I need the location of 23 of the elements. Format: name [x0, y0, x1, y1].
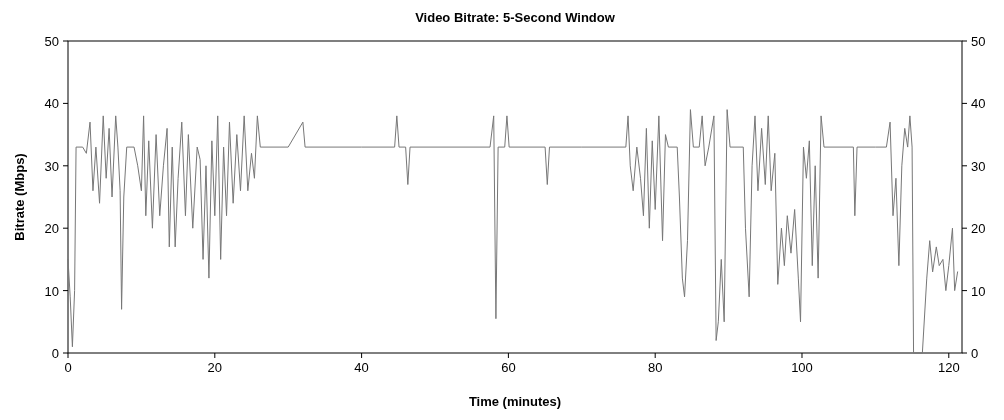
- x-tick-label: 80: [647, 360, 663, 375]
- y-tick-label: 50: [44, 34, 59, 49]
- y2-tick-label: 30: [971, 158, 986, 174]
- y-tick-label: 40: [44, 96, 59, 112]
- y2-tick-label: 20: [971, 221, 986, 237]
- y2-tick-label: 50: [971, 34, 986, 49]
- y2-tick-label: 40: [971, 96, 986, 112]
- x-tick-label: 120: [937, 360, 960, 375]
- line-series: [67, 109, 959, 354]
- y-tick-label: 30: [44, 158, 59, 174]
- x-tick-label: 40: [354, 360, 369, 375]
- y-tick-label: 20: [44, 221, 59, 237]
- y2-tick-label: 0: [971, 346, 979, 361]
- x-tick-label: 20: [207, 360, 223, 375]
- y-tick-label: 0: [51, 346, 59, 361]
- y2-tick-label: 10: [971, 283, 986, 299]
- x-tick-label: 100: [791, 360, 813, 375]
- x-tick-label: 60: [501, 360, 516, 375]
- y-axis-title: Bitrate (Mbps): [12, 153, 27, 241]
- x-tick-label: 0: [64, 360, 72, 375]
- y-tick-label: 10: [44, 283, 59, 299]
- x-axis-title: Time (minutes): [468, 394, 562, 409]
- chart-title: Video Bitrate: 5-Second Window: [415, 10, 616, 25]
